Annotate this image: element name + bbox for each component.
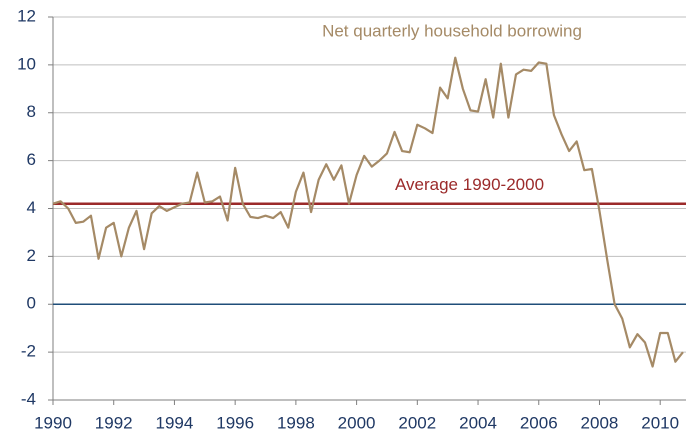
y-tick-label: 4 (27, 198, 36, 217)
series-annotation: Net quarterly household borrowing (322, 21, 582, 40)
y-tick-label: 10 (17, 54, 36, 73)
x-tick-label: 2008 (581, 413, 619, 432)
x-tick-label: 2010 (641, 413, 679, 432)
y-tick-label: -4 (21, 389, 36, 408)
y-tick-label: 8 (27, 102, 36, 121)
y-tick-label: -2 (21, 342, 36, 361)
x-tick-label: 2004 (459, 413, 497, 432)
x-tick-label: 1998 (277, 413, 315, 432)
y-tick-label: 2 (27, 246, 36, 265)
y-tick-label: 12 (17, 6, 36, 25)
y-tick-label: 6 (27, 150, 36, 169)
x-tick-label: 1990 (34, 413, 72, 432)
x-tick-label: 2006 (520, 413, 558, 432)
series-line (52, 56, 684, 368)
y-tick-label: 0 (27, 294, 36, 313)
x-tick-label: 2000 (338, 413, 376, 432)
x-tick-label: 2002 (398, 413, 436, 432)
x-tick-label: 1996 (216, 413, 254, 432)
x-tick-label: 1992 (95, 413, 133, 432)
reference-label: Average 1990-2000 (395, 175, 544, 194)
x-tick-label: 1994 (156, 413, 194, 432)
